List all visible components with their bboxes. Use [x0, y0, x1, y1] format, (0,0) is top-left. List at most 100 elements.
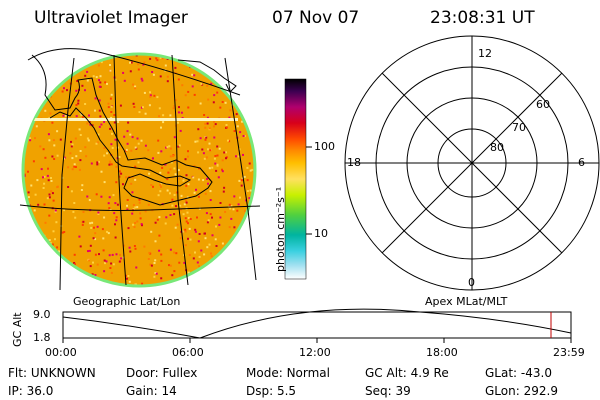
image-pixel: [95, 76, 98, 79]
timeline-x-tick-0000: 00:00: [45, 346, 77, 359]
image-pixel: [173, 167, 176, 170]
image-pixel: [24, 228, 27, 231]
image-pixel: [64, 114, 67, 116]
image-pixel: [214, 264, 217, 267]
info-gc-alt: GC Alt: 4.9 Re: [365, 366, 449, 380]
image-pixel: [52, 230, 55, 233]
image-pixel: [187, 217, 190, 219]
image-pixel: [160, 259, 163, 262]
image-pixel: [113, 121, 116, 124]
image-pixel: [217, 281, 220, 284]
image-pixel: [54, 238, 56, 241]
image-pixel: [221, 242, 224, 245]
image-pixel: [73, 262, 76, 264]
image-pixel: [166, 80, 169, 83]
image-pixel: [155, 272, 158, 275]
image-pixel: [169, 264, 172, 267]
image-pixel: [228, 203, 231, 206]
image-pixel: [84, 74, 87, 77]
image-pixel: [138, 111, 141, 114]
image-pixel: [204, 138, 207, 141]
image-pixel: [70, 145, 73, 148]
image-pixel: [88, 249, 91, 252]
image-pixel: [141, 282, 144, 285]
image-pixel: [155, 57, 158, 60]
image-pixel: [225, 249, 228, 252]
image-pixel: [237, 56, 240, 59]
image-pixel: [75, 104, 78, 106]
image-pixel: [230, 262, 233, 265]
image-pixel: [235, 277, 238, 280]
image-pixel: [159, 171, 162, 174]
image-pixel: [134, 85, 137, 88]
image-pixel: [56, 186, 59, 189]
image-pixel: [246, 77, 248, 80]
image-pixel: [206, 84, 209, 87]
image-pixel: [123, 79, 126, 82]
polar-diagonal: [381, 72, 563, 254]
image-pixel: [80, 113, 83, 116]
image-pixel: [249, 169, 252, 172]
image-pixel: [149, 263, 152, 266]
image-pixel: [55, 221, 58, 224]
image-pixel: [224, 72, 227, 75]
image-pixel: [50, 190, 53, 193]
info-mode: Mode: Normal: [246, 366, 330, 380]
image-pixel: [103, 147, 106, 150]
image-pixel: [249, 61, 252, 64]
image-pixel: [158, 249, 161, 252]
image-pixel: [166, 146, 169, 149]
image-pixel: [203, 253, 206, 256]
image-pixel: [171, 198, 174, 201]
image-pixel: [215, 259, 218, 262]
image-pixel: [84, 146, 87, 149]
image-pixel: [248, 162, 251, 165]
image-pixel: [171, 204, 174, 207]
image-pixel: [114, 78, 117, 81]
auroral-image: [19, 48, 261, 291]
image-pixel: [44, 109, 47, 112]
image-pixel: [184, 94, 187, 97]
image-pixel: [30, 223, 33, 226]
image-pixel: [78, 168, 81, 171]
image-pixel: [133, 106, 136, 108]
image-pixel: [105, 260, 108, 263]
image-pixel: [101, 228, 104, 231]
image-pixel: [43, 175, 46, 178]
image-pixel: [239, 57, 242, 60]
parallel-line: [19, 204, 261, 211]
image-pixel: [34, 137, 36, 140]
image-pixel: [173, 160, 176, 163]
image-pixel: [168, 264, 170, 267]
image-pixel: [99, 81, 102, 84]
timeline-x-tick-2359: 23:59: [553, 346, 585, 359]
image-pixel: [191, 85, 194, 88]
image-pixel: [115, 253, 118, 256]
image-pixel: [49, 241, 52, 244]
image-pixel: [27, 191, 30, 194]
image-pixel: [235, 113, 238, 116]
image-pixel: [140, 139, 143, 142]
image-pixel: [75, 89, 78, 92]
parallel-line: [27, 48, 241, 96]
image-pixel: [193, 191, 196, 194]
image-pixel: [219, 78, 222, 81]
image-pixel: [73, 202, 76, 204]
image-pixel: [114, 223, 116, 226]
image-pixel: [191, 73, 194, 76]
image-pixel: [244, 250, 247, 253]
image-pixel: [221, 101, 224, 103]
image-pixel: [141, 224, 143, 227]
image-pixel: [222, 58, 225, 61]
image-pixel: [194, 251, 196, 254]
image-pixel: [74, 263, 76, 266]
image-pixel: [96, 225, 99, 228]
image-pixel: [166, 178, 169, 181]
image-pixel: [40, 101, 43, 104]
image-pixel: [208, 167, 211, 170]
image-pixel: [43, 270, 45, 273]
image-pixel: [126, 130, 129, 133]
image-pixel: [178, 261, 181, 264]
image-pixel: [94, 274, 97, 276]
image-pixel: [205, 156, 208, 159]
